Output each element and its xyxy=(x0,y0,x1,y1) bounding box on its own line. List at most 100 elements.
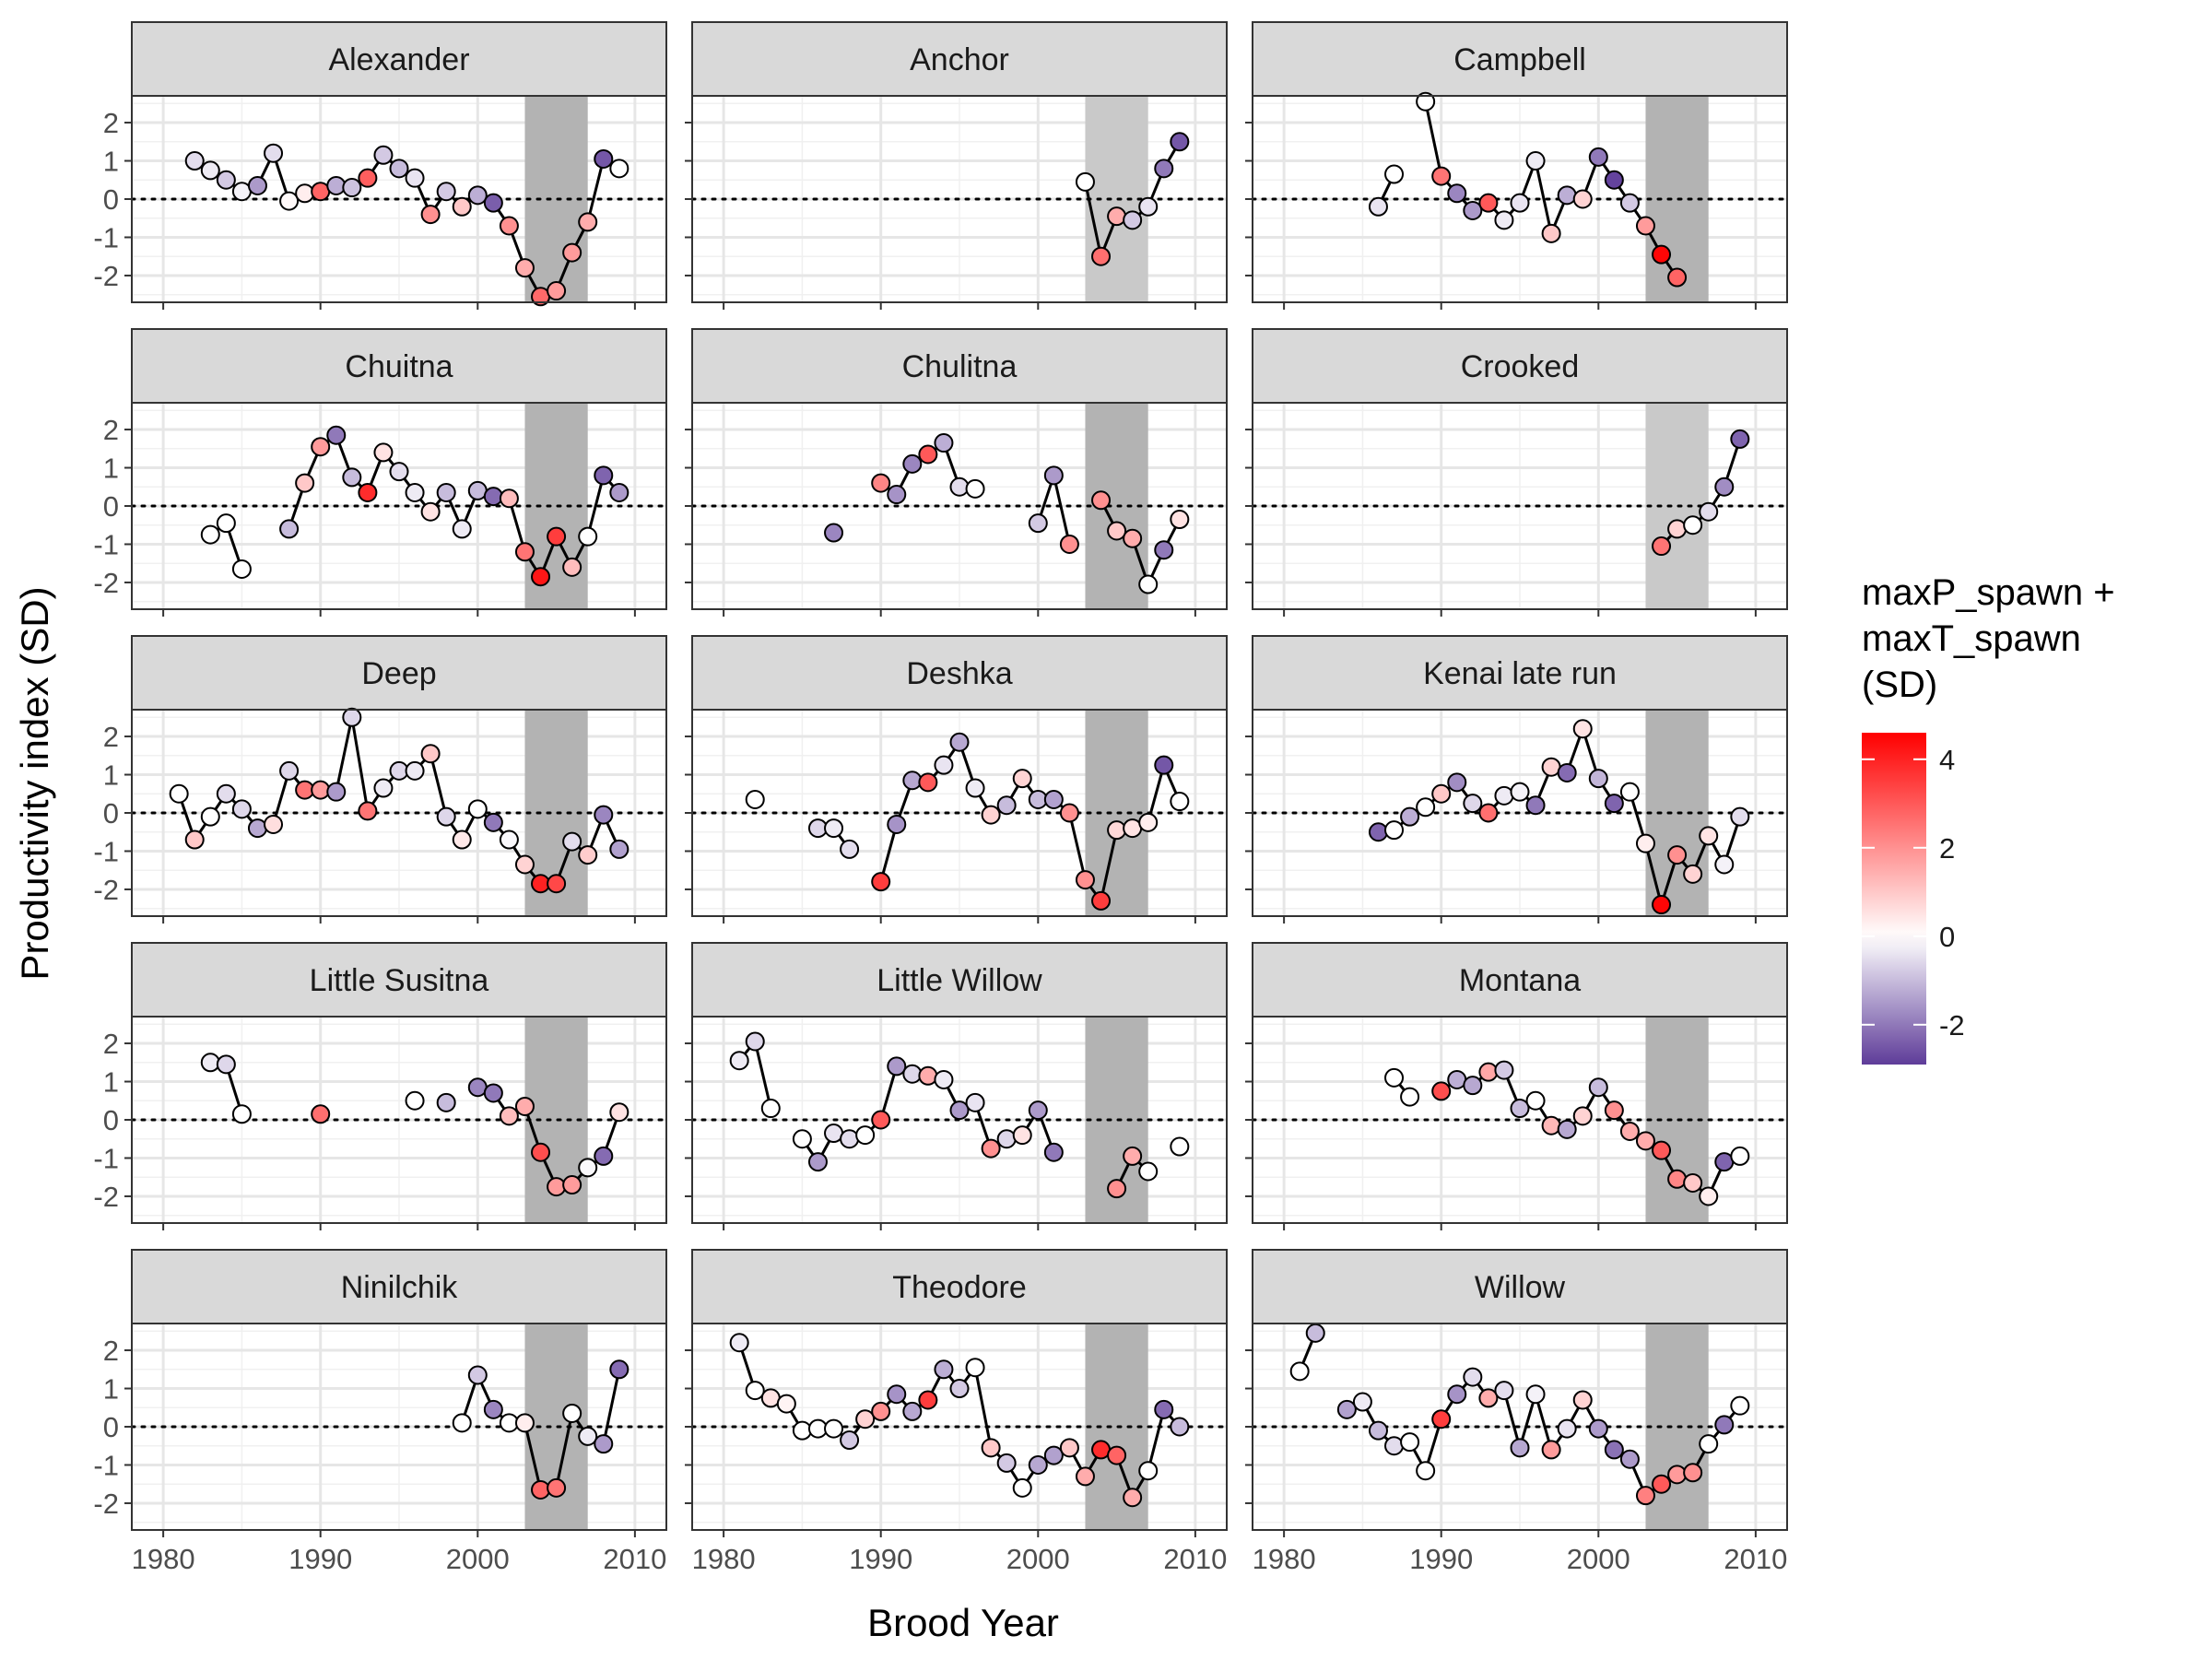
data-point xyxy=(1541,223,1561,243)
data-point xyxy=(483,487,503,507)
data-point xyxy=(1138,1161,1159,1182)
data-point xyxy=(483,1399,503,1419)
y-tick-label: 2 xyxy=(103,414,119,446)
data-point xyxy=(1463,1367,1483,1387)
facet-title: Chulitna xyxy=(902,349,1018,384)
data-point xyxy=(326,782,347,802)
facet-panel: Kenai late run xyxy=(1245,635,1789,924)
data-point xyxy=(1494,1060,1514,1080)
data-point xyxy=(887,1056,907,1077)
y-tick-label: 0 xyxy=(103,1104,119,1136)
facet-panel: Crooked xyxy=(1245,328,1789,617)
data-point xyxy=(311,437,331,457)
data-point xyxy=(1557,1119,1577,1139)
data-point xyxy=(1652,1140,1672,1160)
series-line-segment xyxy=(1100,830,1119,901)
facet-strip xyxy=(131,21,667,97)
data-point xyxy=(1699,501,1719,522)
data-point xyxy=(295,183,315,204)
data-point xyxy=(1138,196,1159,217)
y-tick-label: 1 xyxy=(103,146,119,178)
data-point xyxy=(547,281,567,301)
data-point xyxy=(216,513,236,534)
data-point xyxy=(1730,429,1750,449)
data-point xyxy=(594,805,614,825)
data-point xyxy=(1384,1436,1405,1456)
data-point xyxy=(1075,171,1095,192)
data-point xyxy=(1091,490,1112,511)
data-point xyxy=(1170,132,1190,152)
data-point xyxy=(514,1413,535,1433)
legend-tick-label: -2 xyxy=(1939,1009,1965,1041)
data-point xyxy=(483,193,503,213)
data-point xyxy=(745,1031,765,1052)
data-point xyxy=(547,1177,567,1197)
data-point xyxy=(499,830,519,850)
data-point xyxy=(1635,1131,1655,1151)
x-tick-label: 1980 xyxy=(132,1543,195,1575)
x-axis-label: Brood Year xyxy=(867,1601,1059,1644)
facet-strip xyxy=(1252,1249,1788,1324)
facet-title: Chuitna xyxy=(345,349,453,384)
data-point xyxy=(247,818,267,839)
y-tick-label: 1 xyxy=(103,1066,119,1099)
data-point xyxy=(420,501,441,522)
data-point xyxy=(918,1390,938,1410)
data-point xyxy=(1463,200,1483,220)
series-line-segment xyxy=(335,716,354,793)
data-point xyxy=(326,425,347,445)
data-point xyxy=(965,1092,985,1112)
data-point xyxy=(578,1158,598,1178)
data-point xyxy=(1699,826,1719,846)
data-point xyxy=(1667,845,1688,865)
data-point xyxy=(373,442,394,463)
data-point xyxy=(1368,822,1388,842)
data-point xyxy=(436,482,456,502)
data-point xyxy=(1028,513,1048,534)
legend-title-line: maxP_spawn + xyxy=(1862,572,2115,613)
data-point xyxy=(934,1069,954,1089)
y-tick-label: -1 xyxy=(93,835,119,867)
data-point xyxy=(1059,803,1079,823)
data-point xyxy=(1730,1146,1750,1166)
facet-title: Crooked xyxy=(1461,349,1580,384)
facet-strip xyxy=(1252,21,1788,97)
data-point xyxy=(1447,1384,1467,1405)
data-point xyxy=(1510,193,1530,213)
data-point xyxy=(871,872,891,892)
y-tick-label: -2 xyxy=(93,260,119,292)
data-point xyxy=(1478,803,1499,823)
y-tick-label: -1 xyxy=(93,221,119,253)
data-point xyxy=(824,818,844,839)
series-line-segment xyxy=(1502,1390,1522,1449)
data-point xyxy=(216,170,236,190)
data-point xyxy=(887,1384,907,1405)
facet-title: Montana xyxy=(1459,963,1581,998)
data-point xyxy=(1170,1136,1190,1157)
data-point xyxy=(1525,1384,1546,1405)
data-point xyxy=(1714,477,1735,497)
legend-title-line: (SD) xyxy=(1862,665,1937,705)
data-point xyxy=(342,467,362,488)
data-point xyxy=(1730,1395,1750,1416)
data-point xyxy=(342,178,362,198)
data-point xyxy=(1107,521,1127,541)
facet-strip xyxy=(691,328,1228,404)
x-tick-label: 1990 xyxy=(1409,1543,1473,1575)
data-point xyxy=(1384,820,1405,841)
data-point xyxy=(1525,1090,1546,1111)
data-point xyxy=(452,1413,472,1433)
data-point xyxy=(169,783,189,804)
data-point xyxy=(1699,1186,1719,1206)
data-point xyxy=(1154,1399,1174,1419)
data-point xyxy=(1028,1100,1048,1121)
series-line-segment xyxy=(879,824,899,883)
data-point xyxy=(1572,1390,1593,1410)
data-point xyxy=(467,185,488,206)
data-point xyxy=(499,488,519,509)
data-point xyxy=(1557,185,1577,206)
data-point xyxy=(1400,1087,1420,1107)
data-point xyxy=(949,1100,970,1121)
data-point xyxy=(405,482,425,502)
data-point xyxy=(1619,1449,1640,1469)
